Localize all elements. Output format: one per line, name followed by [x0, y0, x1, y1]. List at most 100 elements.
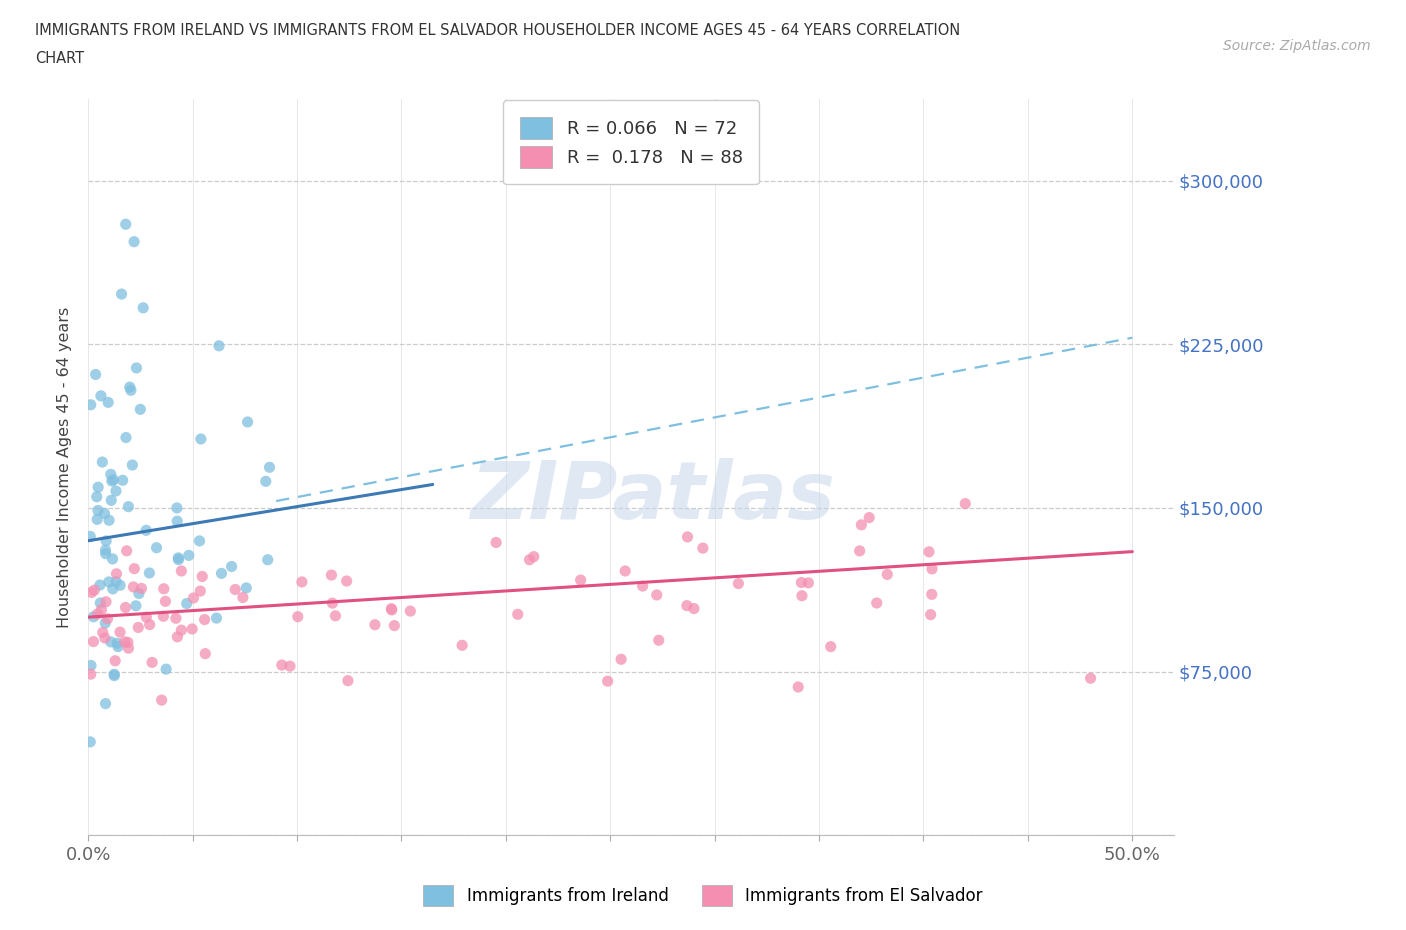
- Point: [569, 573, 592, 588]
- Legend: R = 0.066   N = 72, R =  0.178   N = 88: R = 0.066 N = 72, R = 0.178 N = 88: [503, 100, 759, 184]
- Point: [82, 634, 104, 649]
- Point: [920, 607, 942, 622]
- Point: [166, 500, 188, 515]
- Point: [190, 432, 212, 446]
- Point: [94, 594, 117, 609]
- Point: [278, 658, 301, 673]
- Point: [122, 579, 145, 594]
- Point: [256, 552, 278, 567]
- Point: [918, 544, 941, 559]
- Point: [336, 673, 359, 688]
- Point: [94, 543, 117, 558]
- Point: [94, 616, 117, 631]
- Point: [506, 607, 529, 622]
- Point: [79, 735, 101, 750]
- Point: [104, 484, 127, 498]
- Point: [523, 550, 546, 565]
- Point: [108, 625, 131, 640]
- Point: [224, 582, 246, 597]
- Point: [876, 567, 898, 582]
- Text: ZIPatlas: ZIPatlas: [471, 458, 835, 536]
- Point: [124, 561, 146, 576]
- Point: [122, 234, 145, 249]
- Point: [596, 673, 619, 688]
- Point: [155, 594, 177, 609]
- Point: [114, 217, 136, 232]
- Point: [152, 609, 174, 624]
- Point: [96, 534, 118, 549]
- Point: [80, 585, 103, 600]
- Point: [205, 611, 228, 626]
- Point: [208, 339, 231, 353]
- Point: [676, 529, 699, 544]
- Point: [851, 517, 873, 532]
- Point: [259, 459, 281, 474]
- Point: [648, 632, 671, 647]
- Point: [87, 480, 110, 495]
- Point: [93, 506, 115, 521]
- Point: [138, 618, 160, 632]
- Point: [211, 566, 233, 581]
- Point: [382, 618, 405, 633]
- Point: [235, 580, 257, 595]
- Point: [183, 591, 205, 605]
- Point: [321, 567, 343, 582]
- Point: [236, 415, 259, 430]
- Point: [321, 596, 343, 611]
- Point: [108, 578, 131, 592]
- Point: [128, 586, 150, 601]
- Point: [87, 503, 110, 518]
- Point: [94, 697, 117, 711]
- Point: [117, 635, 139, 650]
- Text: IMMIGRANTS FROM IRELAND VS IMMIGRANTS FROM EL SALVADOR HOUSEHOLDER INCOME AGES 4: IMMIGRANTS FROM IRELAND VS IMMIGRANTS FR…: [35, 23, 960, 38]
- Point: [96, 611, 118, 626]
- Point: [125, 598, 148, 613]
- Point: [727, 576, 749, 591]
- Point: [117, 499, 139, 514]
- Point: [921, 587, 943, 602]
- Point: [80, 667, 103, 682]
- Point: [110, 286, 132, 301]
- Point: [820, 639, 842, 654]
- Point: [152, 581, 174, 596]
- Point: [155, 661, 177, 676]
- Point: [105, 636, 128, 651]
- Point: [118, 379, 141, 394]
- Point: [170, 564, 193, 578]
- Point: [955, 497, 977, 512]
- Text: CHART: CHART: [35, 51, 84, 66]
- Point: [105, 566, 128, 581]
- Point: [170, 623, 193, 638]
- Y-axis label: Householder Income Ages 45 - 64 years: Householder Income Ages 45 - 64 years: [58, 307, 72, 628]
- Point: [181, 621, 204, 636]
- Point: [866, 595, 889, 610]
- Point: [614, 564, 637, 578]
- Point: [103, 669, 125, 684]
- Point: [121, 458, 143, 472]
- Point: [91, 455, 114, 470]
- Point: [79, 529, 101, 544]
- Point: [166, 513, 188, 528]
- Point: [86, 489, 108, 504]
- Point: [89, 578, 111, 592]
- Point: [610, 652, 633, 667]
- Point: [103, 667, 125, 682]
- Point: [115, 430, 138, 445]
- Point: [98, 512, 121, 527]
- Point: [194, 646, 217, 661]
- Point: [167, 551, 190, 565]
- Point: [97, 395, 120, 410]
- Point: [254, 474, 277, 489]
- Point: [858, 511, 880, 525]
- Point: [188, 534, 211, 549]
- Point: [790, 575, 813, 590]
- Point: [676, 598, 699, 613]
- Point: [135, 523, 157, 538]
- Point: [166, 630, 188, 644]
- Point: [167, 552, 190, 567]
- Point: [291, 575, 314, 590]
- Point: [90, 389, 112, 404]
- Text: Source: ZipAtlas.com: Source: ZipAtlas.com: [1223, 39, 1371, 53]
- Point: [80, 397, 103, 412]
- Point: [125, 361, 148, 376]
